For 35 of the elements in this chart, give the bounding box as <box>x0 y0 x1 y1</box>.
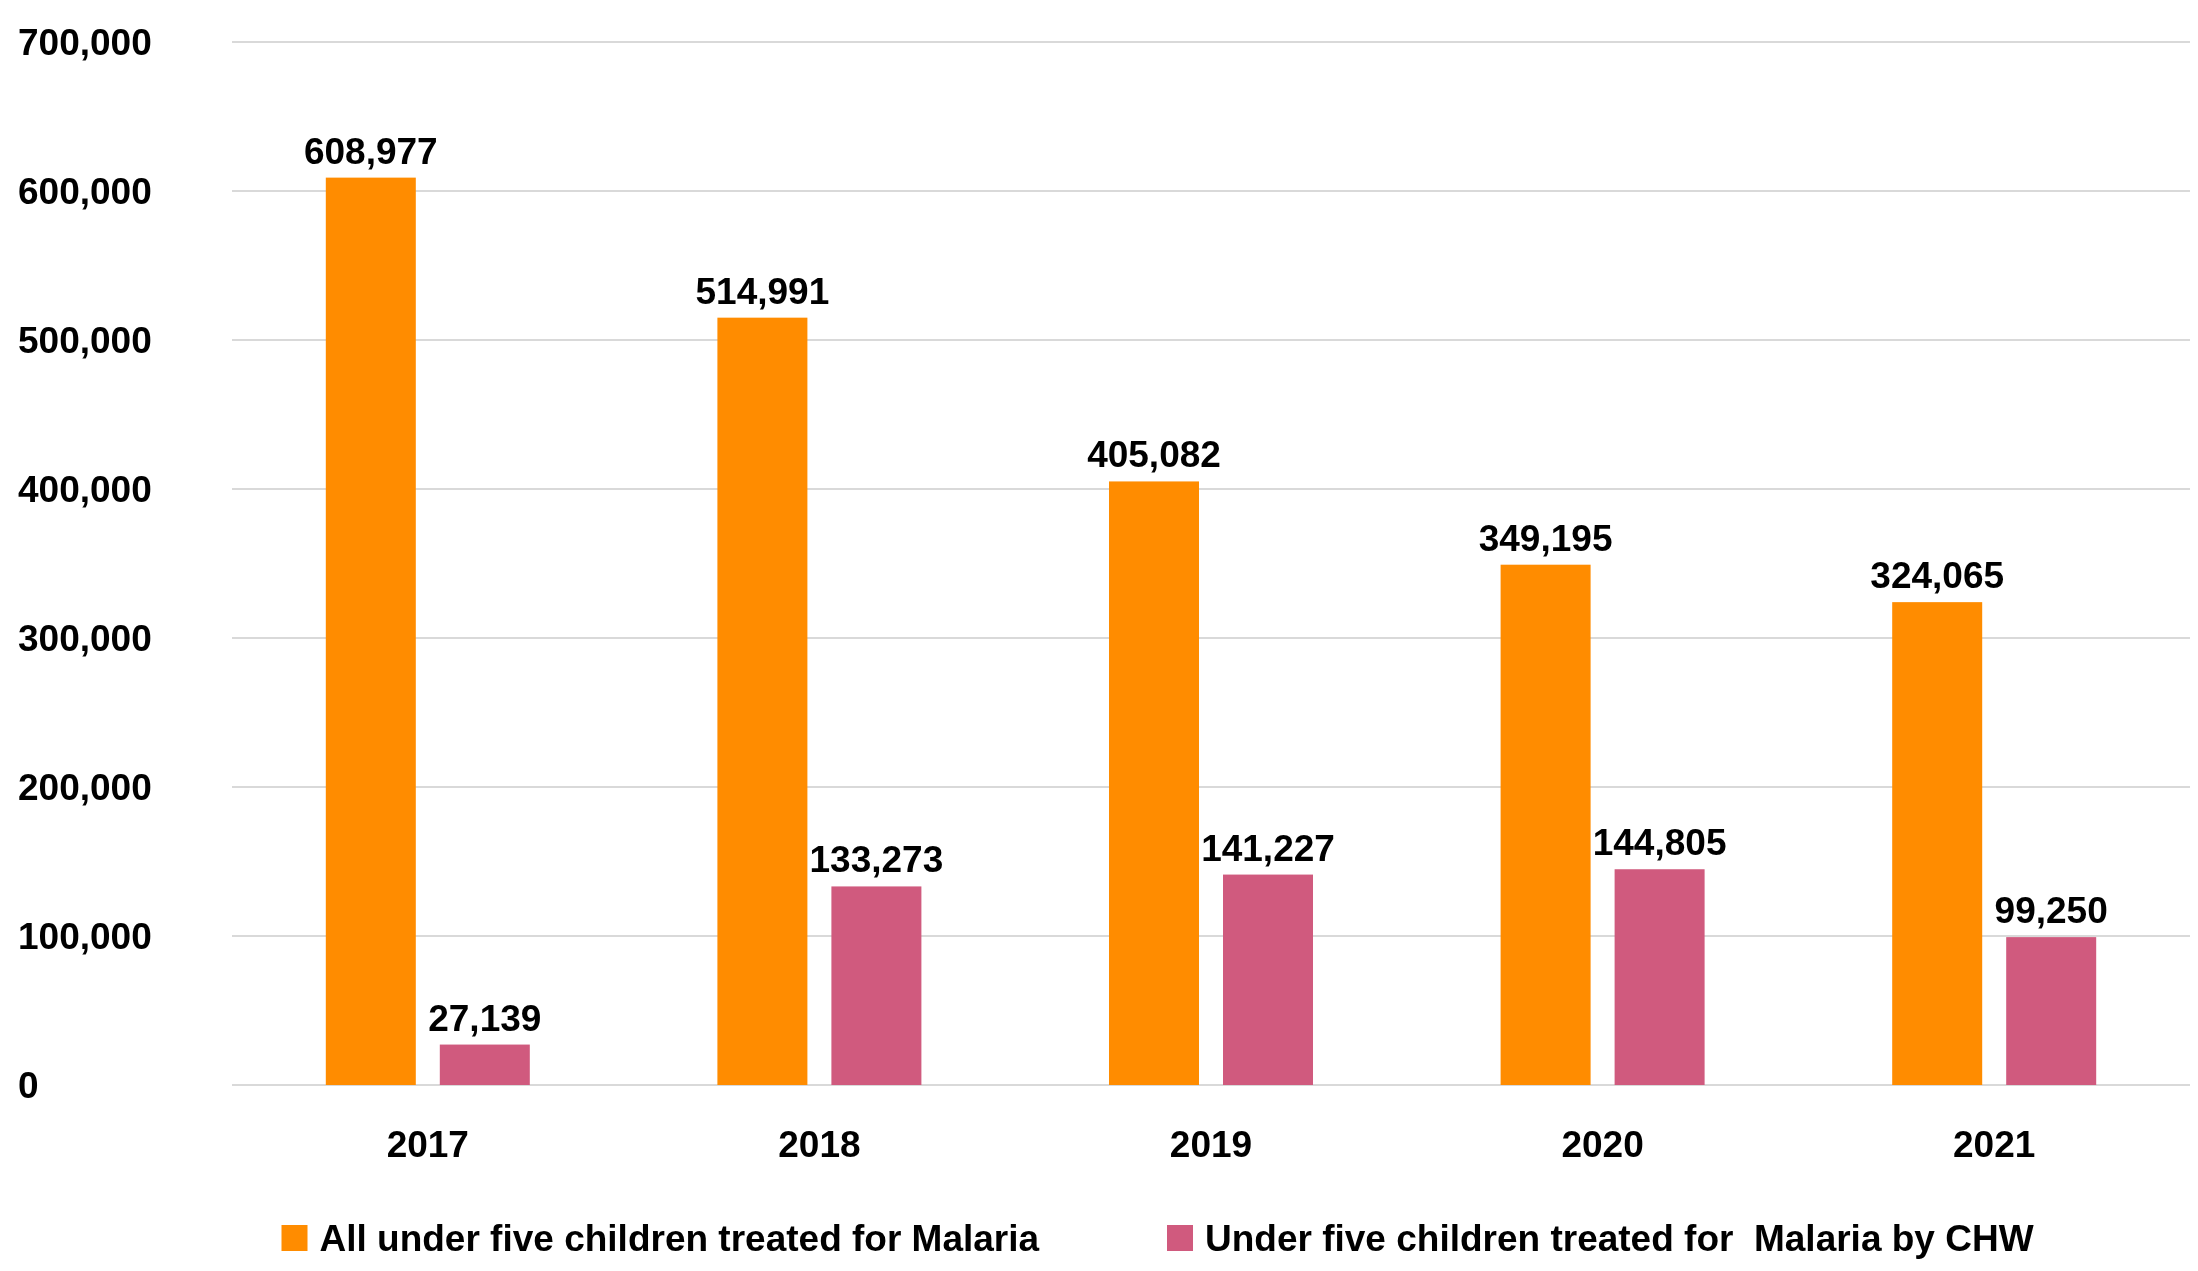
bar <box>1500 564 1591 1085</box>
data-label: 324,065 <box>1870 555 2005 597</box>
x-tick-label: 2020 <box>1561 1124 1644 1165</box>
bar <box>325 177 416 1085</box>
data-label: 349,195 <box>1478 517 1613 559</box>
legend-label: All under five children treated for Malaria <box>319 1218 1040 1259</box>
y-tick-label: 200,000 <box>18 766 152 808</box>
data-label: 27,139 <box>428 997 542 1039</box>
bar <box>1109 481 1199 1085</box>
y-tick-label: 400,000 <box>18 468 152 510</box>
bar <box>439 1044 530 1085</box>
data-label: 514,991 <box>695 270 830 312</box>
y-tick-label: 600,000 <box>18 170 152 212</box>
data-label: 144,805 <box>1592 822 1727 864</box>
x-tick-label: 2017 <box>386 1124 469 1165</box>
y-tick-label: 0 <box>18 1064 39 1106</box>
y-tick-label: 700,000 <box>18 21 152 63</box>
bar <box>1223 874 1313 1085</box>
y-tick-label: 300,000 <box>18 617 152 659</box>
data-label: 133,273 <box>809 839 944 881</box>
bar <box>831 886 922 1085</box>
bar <box>1614 869 1705 1085</box>
data-label: 99,250 <box>1994 890 2108 932</box>
data-label: 141,227 <box>1201 827 1335 869</box>
data-label: 405,082 <box>1087 434 1221 476</box>
bar <box>2006 937 2097 1085</box>
y-tick-label: 500,000 <box>18 319 152 361</box>
y-tick-label: 100,000 <box>18 915 152 957</box>
bar <box>717 317 808 1085</box>
data-label: 608,977 <box>303 130 438 172</box>
x-tick-label: 2019 <box>1169 1124 1253 1165</box>
x-tick-label: 2018 <box>778 1124 861 1165</box>
legend-label: Under five children treated for Malaria by CHW <box>1205 1218 2034 1259</box>
bar <box>1892 602 1983 1085</box>
x-tick-label: 2021 <box>1953 1124 2036 1165</box>
